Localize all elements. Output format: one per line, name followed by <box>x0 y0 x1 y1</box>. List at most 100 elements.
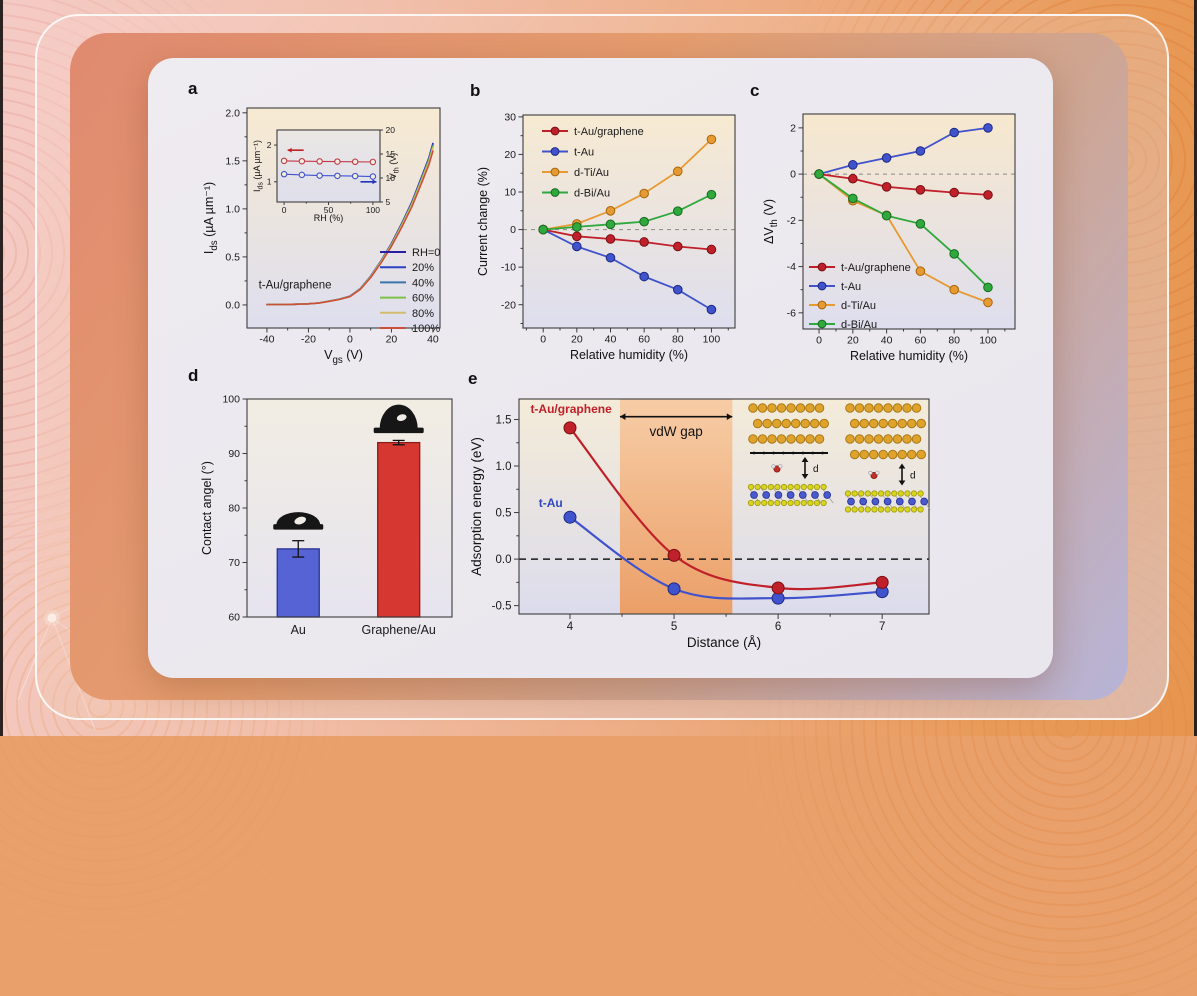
gold-atom-icon <box>897 449 908 460</box>
svg-text:2.0: 2.0 <box>225 107 240 119</box>
gold-atom-icon <box>776 403 787 413</box>
substrate-slab-icon <box>747 483 834 507</box>
svg-text:Ids (µA µm⁻¹): Ids (µA µm⁻¹) <box>252 140 265 192</box>
svg-text:Ids (µA µm⁻¹): Ids (µA µm⁻¹) <box>202 182 220 254</box>
gold-atom-icon <box>873 434 884 444</box>
svg-text:0: 0 <box>347 333 353 345</box>
svg-text:0: 0 <box>540 333 546 345</box>
svg-text:RH (%): RH (%) <box>314 213 344 223</box>
svg-text:2: 2 <box>790 122 796 134</box>
svg-text:0: 0 <box>510 224 516 236</box>
gold-atom-icon <box>781 418 792 429</box>
svg-text:d-Ti/Au: d-Ti/Au <box>574 167 609 179</box>
atomic-structure-bare-gold-inset: d <box>844 403 931 513</box>
svg-text:2: 2 <box>267 140 272 150</box>
svg-text:t-Au: t-Au <box>574 146 594 158</box>
svg-text:1.5: 1.5 <box>496 414 512 426</box>
gold-atom-icon <box>776 434 787 444</box>
gold-atom-icon <box>748 403 758 413</box>
gold-atom-icon <box>795 403 806 413</box>
svg-text:Graphene/Au: Graphene/Au <box>362 623 436 637</box>
svg-text:15: 15 <box>386 149 396 159</box>
svg-text:t-Au/graphene: t-Au/graphene <box>841 262 911 274</box>
svg-text:Vgs (V): Vgs (V) <box>324 348 363 366</box>
svg-text:d-Ti/Au: d-Ti/Au <box>841 300 876 312</box>
gold-atom-icon <box>864 434 874 444</box>
svg-text:80: 80 <box>672 333 684 345</box>
contact-angle-bar <box>276 548 320 618</box>
gold-atom-icon <box>887 449 898 460</box>
panel-a-label: a <box>188 79 198 98</box>
svg-text:RH=0: RH=0 <box>412 247 440 259</box>
svg-text:70: 70 <box>228 557 240 569</box>
panel-b-label: b <box>470 81 481 100</box>
atomic-structure-graphene-inset: d <box>747 403 834 507</box>
gold-atom-icon <box>854 434 865 444</box>
svg-text:60%: 60% <box>412 293 434 305</box>
svg-text:80%: 80% <box>412 308 434 320</box>
svg-text:0.0: 0.0 <box>496 554 512 566</box>
svg-text:Relative humidity (%): Relative humidity (%) <box>850 349 968 363</box>
gold-atom-icon <box>883 434 893 444</box>
gold-atom-icon <box>873 403 884 413</box>
gold-atom-icon <box>771 418 782 429</box>
svg-text:Current change (%): Current change (%) <box>476 167 490 276</box>
svg-text:-20: -20 <box>301 333 316 345</box>
svg-text:40%: 40% <box>412 277 434 289</box>
svg-text:Vth (V): Vth (V) <box>388 153 401 179</box>
gold-atom-icon <box>814 434 825 444</box>
svg-text:10: 10 <box>386 173 396 183</box>
svg-text:90: 90 <box>228 448 240 460</box>
svg-text:7: 7 <box>879 621 885 633</box>
water-molecule-icon <box>771 464 783 473</box>
svg-text:d: d <box>813 464 819 475</box>
svg-text:20%: 20% <box>412 262 434 274</box>
gold-atom-icon <box>849 449 860 460</box>
svg-text:t-Au: t-Au <box>539 496 563 510</box>
svg-text:20: 20 <box>571 333 583 345</box>
svg-text:20: 20 <box>504 149 516 161</box>
gold-atom-icon <box>762 418 772 429</box>
gold-atom-icon <box>819 418 829 429</box>
contact-angle-droplet-icon <box>373 404 424 434</box>
gold-atom-icon <box>809 418 820 429</box>
svg-text:5: 5 <box>386 197 391 207</box>
svg-text:50: 50 <box>324 205 334 215</box>
svg-text:80: 80 <box>948 334 960 346</box>
svg-text:6: 6 <box>775 621 781 633</box>
gold-atom-icon <box>892 403 903 413</box>
gold-atom-icon <box>859 449 869 460</box>
svg-text:1: 1 <box>267 177 272 187</box>
svg-text:60: 60 <box>638 333 650 345</box>
panel-d-contact-angle-chart: Au Graphene/Au 60 70 80 90 100 Contact angel (°… <box>200 394 453 637</box>
gold-atom-icon <box>868 418 879 429</box>
svg-text:-40: -40 <box>259 333 274 345</box>
svg-text:1.0: 1.0 <box>225 203 240 215</box>
panel-e-label: e <box>468 369 478 388</box>
gold-atom-icon <box>757 403 768 413</box>
gold-atom-icon <box>864 403 874 413</box>
gold-atom-icon <box>916 449 926 460</box>
panel-d-label: d <box>188 366 199 385</box>
svg-text:20: 20 <box>847 334 859 346</box>
svg-text:40: 40 <box>427 333 439 345</box>
gold-atom-icon <box>897 418 908 429</box>
svg-text:Adsorption energy (eV): Adsorption energy (eV) <box>469 437 484 576</box>
gold-atom-icon <box>883 403 893 413</box>
gold-atom-icon <box>786 434 796 444</box>
svg-text:Contact angel (°): Contact angel (°) <box>200 461 214 555</box>
svg-text:-0.5: -0.5 <box>492 601 512 613</box>
gold-atom-icon <box>859 418 869 429</box>
gold-atom-icon <box>911 403 922 413</box>
gold-atom-icon <box>916 418 926 429</box>
panel-b-current-change-chart: 0 20 40 60 80 100 -20 -10 0 10 20 30 Relative humidi… <box>476 111 736 362</box>
svg-text:0: 0 <box>816 334 822 346</box>
svg-text:0.0: 0.0 <box>225 300 240 312</box>
gold-atom-icon <box>902 434 912 444</box>
gold-atom-icon <box>854 403 865 413</box>
water-molecule-icon <box>868 470 880 479</box>
svg-text:4: 4 <box>567 621 574 633</box>
contact-angle-droplet-icon <box>273 512 324 530</box>
